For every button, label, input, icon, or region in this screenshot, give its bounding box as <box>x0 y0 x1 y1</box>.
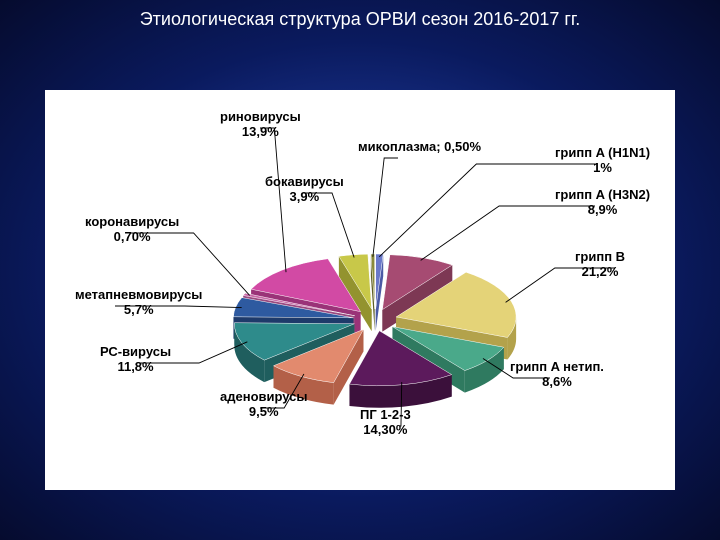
slice-name: ПГ 1-2-3 <box>360 408 411 423</box>
slice-name: грипп A нетип. <box>510 360 604 375</box>
slice-label: микоплазма; 0,50% <box>358 140 481 155</box>
slice-label: метапневмовирусы5,7% <box>75 288 202 318</box>
slice-percent: 11,8% <box>100 360 171 375</box>
slice-label: РС-вирусы11,8% <box>100 345 171 375</box>
slice-name: микоплазма; <box>358 139 441 154</box>
slice-name: грипп B <box>575 250 625 265</box>
slice-percent: 13,9% <box>220 125 301 140</box>
pie-chart-card: грипп A (H1N1)1%грипп A (H3N2)8,9%грипп … <box>45 90 675 490</box>
slice-label: грипп A (H1N1)1% <box>555 146 650 176</box>
slice-label: коронавирусы0,70% <box>85 215 179 245</box>
slice-name: риновирусы <box>220 110 301 125</box>
slice-label: грипп B21,2% <box>575 250 625 280</box>
slice-percent: 8,9% <box>555 203 650 218</box>
slice-name: грипп A (H1N1) <box>555 146 650 161</box>
slice-percent: 3,9% <box>265 190 344 205</box>
slice-label: ПГ 1-2-314,30% <box>360 408 411 438</box>
slice-name: аденовирусы <box>220 390 308 405</box>
slice-percent: 14,30% <box>360 423 411 438</box>
slice-name: метапневмовирусы <box>75 288 202 303</box>
slide-title: Этиологическая структура ОРВИ сезон 2016… <box>130 8 590 31</box>
slice-percent: 21,2% <box>575 265 625 280</box>
slice-percent: 9,5% <box>220 405 308 420</box>
slice-name: грипп A (H3N2) <box>555 188 650 203</box>
slice-percent: 0,50% <box>441 139 481 154</box>
slice-label: аденовирусы9,5% <box>220 390 308 420</box>
slice-label: бокавирусы3,9% <box>265 175 344 205</box>
slide-background: Этиологическая структура ОРВИ сезон 2016… <box>0 0 720 540</box>
slice-percent: 5,7% <box>75 303 202 318</box>
slice-name: бокавирусы <box>265 175 344 190</box>
slice-label: грипп A нетип.8,6% <box>510 360 604 390</box>
slice-label: риновирусы13,9% <box>220 110 301 140</box>
slice-percent: 1% <box>555 161 650 176</box>
slice-name: коронавирусы <box>85 215 179 230</box>
slice-label: грипп A (H3N2)8,9% <box>555 188 650 218</box>
slice-name: РС-вирусы <box>100 345 171 360</box>
slice-percent: 8,6% <box>510 375 604 390</box>
slice-percent: 0,70% <box>85 230 179 245</box>
